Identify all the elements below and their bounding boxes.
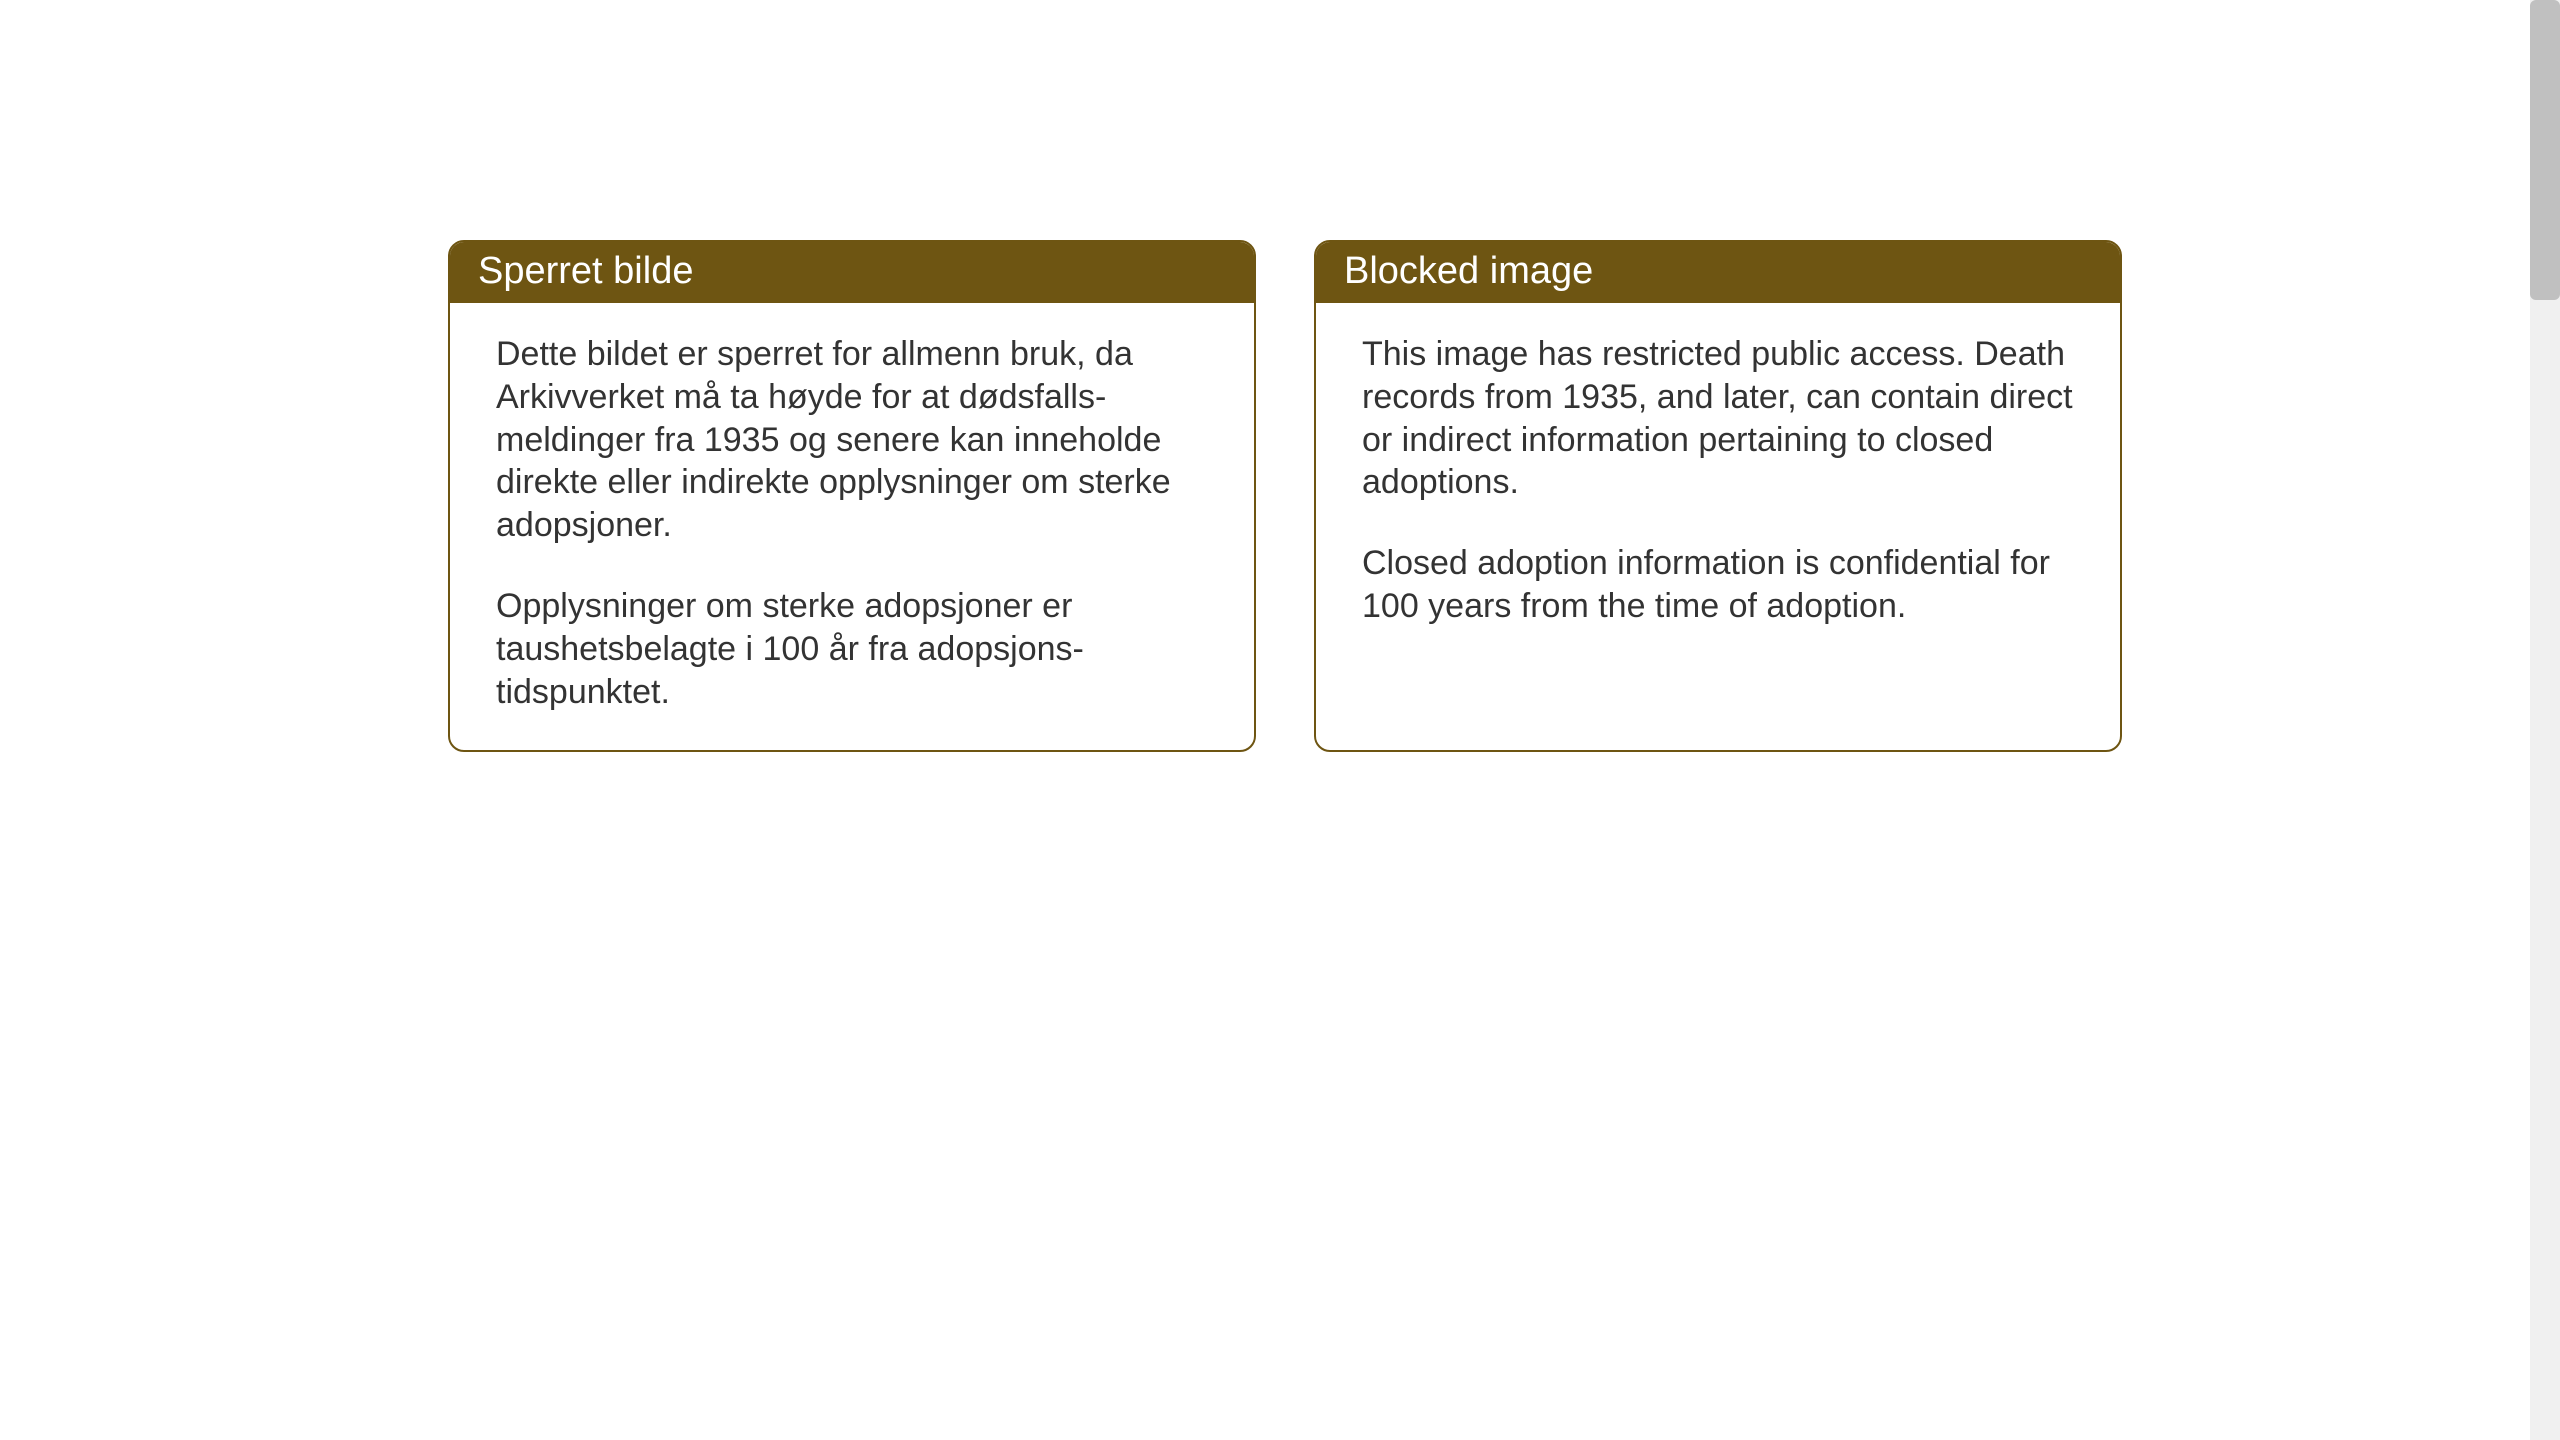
card-title-en: Blocked image — [1344, 250, 1593, 292]
card-body-en: This image has restricted public access.… — [1316, 303, 2120, 664]
card-title-no: Sperret bilde — [478, 250, 693, 292]
card-header-no: Sperret bilde — [450, 242, 1254, 303]
card-paragraph1-no: Dette bildet er sperret for allmenn bruk… — [496, 333, 1208, 547]
card-body-no: Dette bildet er sperret for allmenn bruk… — [450, 303, 1254, 750]
card-paragraph1-en: This image has restricted public access.… — [1362, 333, 2074, 504]
scrollbar-track[interactable] — [2530, 0, 2560, 1440]
card-norwegian: Sperret bilde Dette bildet er sperret fo… — [448, 240, 1256, 752]
scrollbar-thumb[interactable] — [2530, 0, 2560, 300]
card-paragraph2-no: Opplysninger om sterke adopsjoner er tau… — [496, 585, 1208, 713]
notice-container: Sperret bilde Dette bildet er sperret fo… — [448, 240, 2122, 752]
card-paragraph2-en: Closed adoption information is confident… — [1362, 542, 2074, 628]
card-header-en: Blocked image — [1316, 242, 2120, 303]
card-english: Blocked image This image has restricted … — [1314, 240, 2122, 752]
